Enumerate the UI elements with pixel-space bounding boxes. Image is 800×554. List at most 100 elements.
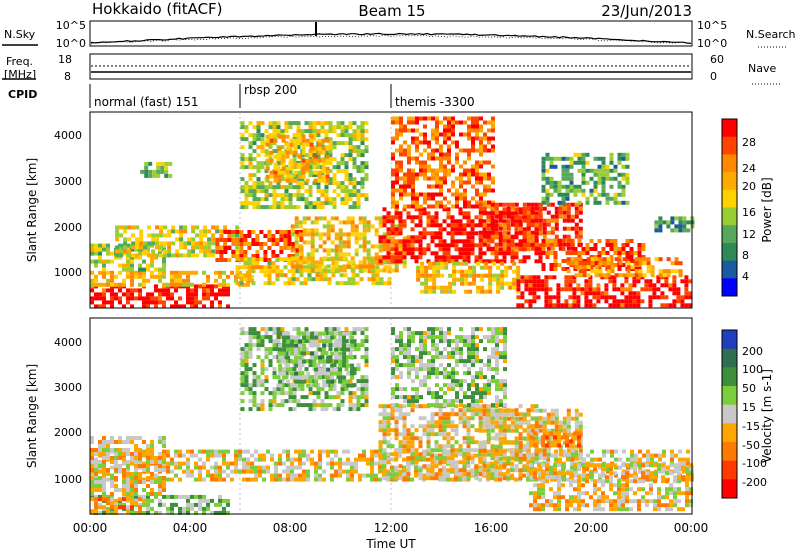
power-cell xyxy=(343,281,348,286)
power-cell xyxy=(574,202,579,207)
power-cell xyxy=(222,282,226,287)
velocity-cell xyxy=(642,453,646,458)
power-cell xyxy=(506,243,511,248)
power-cell xyxy=(617,247,622,251)
power-cell xyxy=(565,164,570,169)
power-cell xyxy=(350,224,355,229)
power-cell xyxy=(418,255,423,260)
velocity-cell xyxy=(102,494,106,499)
power-cell xyxy=(538,259,543,264)
velocity-cell xyxy=(98,488,102,492)
power-cell xyxy=(475,180,479,185)
power-cell xyxy=(402,239,407,244)
power-cell xyxy=(312,125,317,130)
power-cell xyxy=(605,176,610,181)
freq-label-line2: [MHz] xyxy=(4,68,36,81)
velocity-cell xyxy=(268,351,273,356)
power-cell xyxy=(553,259,558,263)
power-cell xyxy=(90,243,94,248)
power-cell xyxy=(620,299,625,304)
power-cell xyxy=(666,220,671,225)
power-cell xyxy=(240,133,245,138)
power-cell xyxy=(314,260,319,265)
power-cell xyxy=(470,251,475,256)
power-cell xyxy=(617,251,622,255)
power-cell xyxy=(624,279,629,284)
power-cell xyxy=(251,242,256,246)
power-cell xyxy=(102,282,106,287)
power-cell xyxy=(637,243,642,247)
power-cell xyxy=(492,277,497,282)
power-cell xyxy=(294,240,299,245)
power-cell xyxy=(316,161,321,166)
power-cell xyxy=(390,219,395,224)
velocity-cell xyxy=(298,355,303,360)
power-cell xyxy=(324,149,329,154)
power-cell xyxy=(670,261,675,266)
power-cell xyxy=(158,300,162,305)
power-cell xyxy=(530,222,535,227)
velocity-cell xyxy=(352,403,357,408)
power-cell xyxy=(271,281,276,286)
power-cell xyxy=(629,247,634,251)
power-cell xyxy=(512,269,517,274)
power-cell xyxy=(178,278,182,283)
velocity-cell xyxy=(206,498,210,503)
velocity-cell xyxy=(98,510,102,515)
velocity-cell xyxy=(332,327,337,332)
power-cell xyxy=(348,153,353,158)
power-cell xyxy=(292,121,297,126)
power-cell xyxy=(580,287,585,292)
power-cell xyxy=(581,259,586,263)
power-cell xyxy=(446,211,451,216)
power-cell xyxy=(471,120,475,125)
velocity-cell xyxy=(278,331,283,336)
power-cell xyxy=(256,165,261,170)
power-cell xyxy=(183,245,188,250)
power-cell xyxy=(435,200,439,205)
power-cell xyxy=(364,193,369,198)
power-cell xyxy=(247,230,252,234)
power-cell xyxy=(211,249,216,254)
power-cell xyxy=(454,243,459,248)
power-cell xyxy=(672,275,677,280)
velocity-cell xyxy=(296,351,301,356)
velocity-cell xyxy=(260,379,265,384)
power-cell xyxy=(484,289,489,294)
power-cell xyxy=(666,257,671,262)
power-cell xyxy=(327,257,332,262)
velocity-cell xyxy=(134,436,138,440)
power-cell xyxy=(447,144,451,149)
power-cell xyxy=(475,132,479,137)
velocity-cell xyxy=(240,347,245,352)
power-cell xyxy=(210,304,214,309)
power-cell xyxy=(550,214,555,219)
power-cell xyxy=(306,240,311,245)
power-cell xyxy=(666,224,671,229)
power-cell xyxy=(378,244,383,249)
power-cell xyxy=(524,283,529,288)
power-cell xyxy=(338,236,343,241)
power-cell xyxy=(304,129,309,134)
power-cell xyxy=(346,232,351,237)
power-cell xyxy=(265,174,270,179)
power-cell xyxy=(187,249,192,254)
power-cell xyxy=(496,289,501,294)
power-cell xyxy=(628,303,633,308)
power-cell xyxy=(324,185,329,190)
power-cell xyxy=(263,273,268,278)
power-cell xyxy=(605,239,610,243)
power-cell xyxy=(276,201,281,206)
velocity-cell xyxy=(290,375,295,380)
power-cell xyxy=(545,152,550,157)
power-cell xyxy=(446,247,451,252)
velocity-cell xyxy=(450,453,454,458)
power-cell xyxy=(612,287,617,292)
power-cell xyxy=(419,116,423,121)
power-cell xyxy=(576,303,581,308)
power-cell xyxy=(164,161,169,166)
power-cell xyxy=(265,134,270,139)
power-cell xyxy=(482,222,487,227)
power-cell xyxy=(415,172,419,177)
power-cell xyxy=(516,265,521,270)
